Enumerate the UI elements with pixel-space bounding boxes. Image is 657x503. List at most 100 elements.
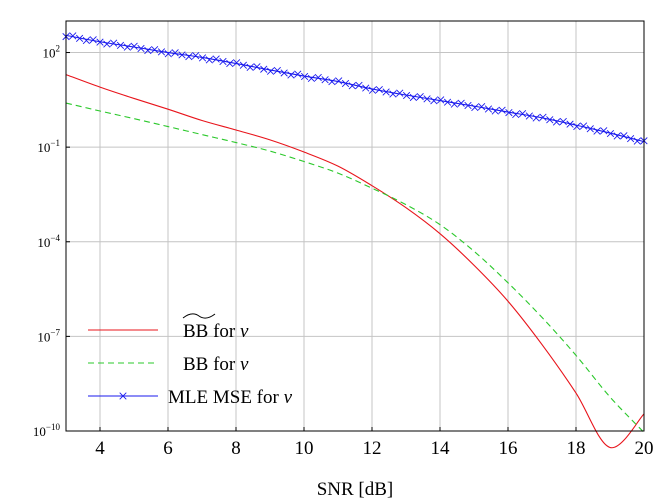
x-tick-label: 14	[431, 438, 451, 459]
data-point-marker	[219, 57, 227, 66]
y-tick-label: 10−7	[37, 327, 60, 344]
x-tick-label: 4	[95, 438, 105, 459]
plot-frame	[65, 20, 645, 432]
y-tick-label: 10−10	[33, 422, 61, 439]
data-point-marker	[192, 52, 200, 60]
data-point-marker	[321, 76, 329, 84]
series-line-1	[65, 102, 645, 433]
data-point-marker	[559, 117, 567, 126]
data-point-marker	[335, 77, 343, 85]
series-2	[62, 32, 648, 145]
data-point-marker	[593, 127, 601, 135]
data-point-marker	[328, 78, 336, 86]
data-point-marker	[512, 110, 520, 119]
data-point-marker	[164, 50, 172, 58]
series-layer	[62, 32, 648, 449]
data-point-marker	[579, 122, 588, 130]
series-line-2	[65, 34, 645, 143]
data-point-marker	[198, 54, 207, 62]
data-point-marker	[566, 120, 574, 128]
x-tick-label: 8	[231, 438, 241, 459]
series-line-0	[65, 74, 645, 449]
data-point-marker	[300, 72, 309, 81]
data-point-marker	[389, 90, 397, 98]
data-point-marker	[396, 89, 404, 97]
data-point-marker	[314, 73, 322, 82]
data-point-marker	[620, 132, 628, 140]
data-point-marker	[471, 103, 479, 112]
data-point-marker	[491, 107, 499, 115]
x-tick-label: 18	[567, 438, 586, 459]
data-point-marker	[103, 40, 111, 48]
data-point-marker	[430, 97, 438, 105]
data-point-marker	[525, 112, 533, 120]
data-point-marker	[157, 48, 166, 56]
data-point-marker	[232, 59, 241, 67]
data-point-marker	[348, 82, 356, 90]
data-point-marker	[266, 67, 275, 75]
data-point-marker	[96, 38, 104, 46]
data-point-marker	[450, 100, 458, 108]
data-point-marker	[518, 110, 527, 118]
data-point-marker	[586, 125, 594, 133]
data-point-marker	[539, 113, 547, 121]
data-point-marker	[260, 65, 268, 73]
data-point-marker	[532, 114, 540, 122]
data-point-marker	[144, 46, 152, 55]
data-point-marker	[137, 44, 145, 53]
data-point-marker	[151, 45, 159, 54]
data-point-marker	[239, 61, 247, 69]
data-point-marker	[368, 86, 377, 94]
data-point-marker	[280, 69, 288, 77]
x-tick-label: 16	[499, 438, 518, 459]
data-point-marker	[457, 99, 465, 107]
data-point-marker	[355, 81, 363, 89]
data-point-marker	[382, 88, 390, 96]
y-tick-label: 10−4	[37, 233, 60, 250]
data-point-marker	[273, 66, 281, 75]
legend-label-2: MLE MSE for ν	[168, 387, 293, 408]
data-point-marker	[613, 132, 621, 140]
data-point-marker	[423, 95, 431, 103]
data-point-marker	[546, 116, 554, 124]
x-ticks: 4 6 8 10 12 14 16 18 20	[95, 427, 654, 459]
data-point-marker	[375, 85, 383, 94]
x-tick-label: 6	[163, 438, 173, 459]
data-point-marker	[205, 56, 213, 64]
data-point-marker	[130, 42, 138, 50]
legend: BB for ν BB for ν MLE MSE for ν	[88, 313, 293, 408]
data-point-marker	[606, 129, 615, 138]
data-point-marker	[341, 79, 350, 88]
data-point-marker	[484, 105, 493, 113]
legend-tilde-accent	[182, 313, 216, 319]
data-point-marker	[409, 93, 418, 102]
data-point-marker	[226, 59, 234, 68]
data-point-marker	[82, 36, 90, 45]
data-point-marker	[110, 39, 118, 47]
y-ticks: 102 10−1 10−4 10−7 10−10	[33, 44, 70, 439]
data-point-marker	[287, 71, 295, 79]
legend-marker	[119, 392, 127, 400]
series-0	[65, 74, 645, 449]
data-point-marker	[294, 70, 302, 78]
x-tick-label: 20	[635, 438, 654, 459]
legend-label-1: BB for ν	[183, 354, 249, 375]
data-point-marker	[633, 137, 641, 145]
series-1	[65, 102, 645, 433]
data-point-marker	[171, 49, 179, 57]
data-point-marker	[75, 34, 84, 43]
data-point-marker	[505, 108, 513, 117]
x-tick-label: 12	[363, 438, 382, 459]
data-point-marker	[552, 118, 561, 126]
data-point-marker	[246, 63, 254, 71]
x-tick-label: 10	[295, 438, 314, 459]
data-point-marker	[89, 36, 97, 44]
y-tick-label: 102	[43, 44, 61, 61]
data-point-marker	[498, 106, 506, 114]
data-point-marker	[362, 84, 370, 92]
x-axis-label: SNR [dB]	[317, 479, 394, 500]
data-point-marker	[464, 101, 472, 110]
data-point-marker	[116, 41, 125, 49]
data-point-marker	[253, 63, 261, 71]
